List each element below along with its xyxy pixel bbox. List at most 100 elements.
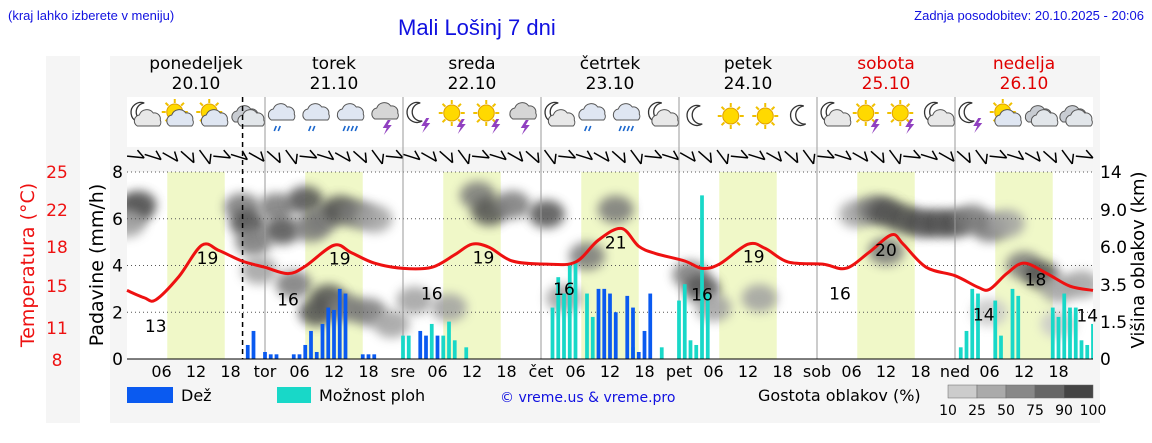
temperature-label: 14 xyxy=(973,305,995,325)
wind-feather xyxy=(364,152,368,163)
wind-barb xyxy=(126,149,145,159)
sun-thunder-icon xyxy=(473,100,501,134)
wind-shaft xyxy=(144,153,162,161)
showers-bar xyxy=(562,293,566,359)
density-swatch xyxy=(947,384,978,399)
rain-bar xyxy=(366,354,371,359)
rain-drop xyxy=(350,125,354,132)
wind-barb xyxy=(352,150,368,164)
time-tick: 06 xyxy=(427,362,447,381)
rain-bar xyxy=(263,351,267,359)
wind-barb xyxy=(903,149,922,159)
cloud-shape xyxy=(200,109,229,127)
cloud-rain-icon xyxy=(267,103,296,132)
wind-shaft xyxy=(888,149,901,165)
cloud-blob xyxy=(971,298,1008,327)
showers-bar xyxy=(1079,340,1084,359)
time-tick: 18 xyxy=(772,362,792,381)
wind-feather xyxy=(450,152,454,163)
sun-ray xyxy=(1008,102,1013,107)
wind-feather xyxy=(467,153,471,165)
wind-feather xyxy=(950,151,955,162)
wind-shaft xyxy=(248,152,265,162)
time-tick: 18 xyxy=(496,362,516,381)
rain-bar xyxy=(343,293,348,359)
wind-barb xyxy=(697,150,713,164)
precipitation-tick: 0 xyxy=(112,350,123,370)
wind-barb xyxy=(248,151,265,162)
cloud-height-tick: 6.0 xyxy=(1100,238,1127,258)
location-hint[interactable]: (kraj lahko izberete v meniju) xyxy=(8,8,175,23)
rain-drop xyxy=(346,125,350,132)
rain-bar xyxy=(642,330,647,359)
wind-feather xyxy=(654,149,663,159)
wind-feather xyxy=(968,152,971,163)
precipitation-tick: 8 xyxy=(112,163,123,183)
time-tick: tor xyxy=(254,362,277,381)
temperature-label: 16 xyxy=(829,284,851,304)
wind-shaft xyxy=(198,149,211,165)
wind-barb xyxy=(385,149,404,159)
sun-ray xyxy=(476,118,481,123)
day-name: sreda xyxy=(448,54,495,74)
density-swatch xyxy=(1034,384,1065,399)
cloud-blob xyxy=(127,209,145,238)
density-scale-label: 25 xyxy=(968,403,986,419)
sun-ray xyxy=(720,121,726,126)
wind-shaft xyxy=(1075,155,1094,159)
wind-barb xyxy=(920,150,938,161)
sun-ray xyxy=(736,106,741,111)
cloud-layer xyxy=(127,181,1093,338)
sun-ray xyxy=(855,103,861,108)
sun-icon xyxy=(717,103,744,129)
wind-shaft xyxy=(630,149,642,165)
sun-ray xyxy=(214,102,220,107)
day-date: 25.10 xyxy=(862,74,911,94)
wind-shaft xyxy=(1006,153,1024,161)
day-name: petek xyxy=(724,54,772,74)
wind-shaft xyxy=(697,150,712,164)
moon-shape xyxy=(686,104,703,127)
wind-barb xyxy=(834,150,852,161)
wind-shaft xyxy=(870,150,885,164)
cloud-shape xyxy=(302,103,330,121)
temperature-line xyxy=(126,226,1094,303)
rain-bar xyxy=(631,307,635,359)
wind-shaft xyxy=(593,152,610,162)
cloud-shape xyxy=(237,109,265,127)
sun-cloud-icon xyxy=(161,99,194,127)
wind-shaft xyxy=(334,152,351,162)
rain-bar xyxy=(274,354,279,359)
wind-feather xyxy=(223,149,232,159)
rain-bar xyxy=(303,344,308,359)
rain-bar xyxy=(648,293,653,359)
wind-feather xyxy=(605,151,610,162)
showers-bar xyxy=(999,335,1003,359)
showers-bar xyxy=(1120,345,1124,359)
wind-barb xyxy=(439,150,454,164)
cloud-blob xyxy=(1063,270,1093,299)
time-tick: 06 xyxy=(289,362,309,381)
wind-shaft xyxy=(611,150,626,164)
temperature-label: 13 xyxy=(145,317,167,337)
wind-shaft xyxy=(489,153,507,161)
wind-feather xyxy=(295,153,298,165)
density-swatch xyxy=(976,384,1007,399)
temperature-label: 16 xyxy=(691,285,713,305)
sun-ray xyxy=(890,118,895,123)
wind-shaft xyxy=(784,150,799,164)
wind-shaft xyxy=(525,150,540,164)
wind-feather xyxy=(395,149,404,159)
rain-bar xyxy=(332,309,336,359)
wind-barb xyxy=(1061,149,1075,165)
wind-shaft xyxy=(920,153,938,161)
temperature-label: 16 xyxy=(553,280,575,300)
sun-ray xyxy=(755,106,760,111)
wind-barb xyxy=(403,150,421,161)
wind-shaft xyxy=(661,153,679,161)
credit-link[interactable]: © vreme.us & vreme.pro xyxy=(500,390,675,406)
wind-feather xyxy=(812,153,816,165)
temperature-label: 16 xyxy=(421,284,443,304)
wind-barb xyxy=(870,150,885,164)
temperature-label: 14 xyxy=(1076,306,1098,326)
